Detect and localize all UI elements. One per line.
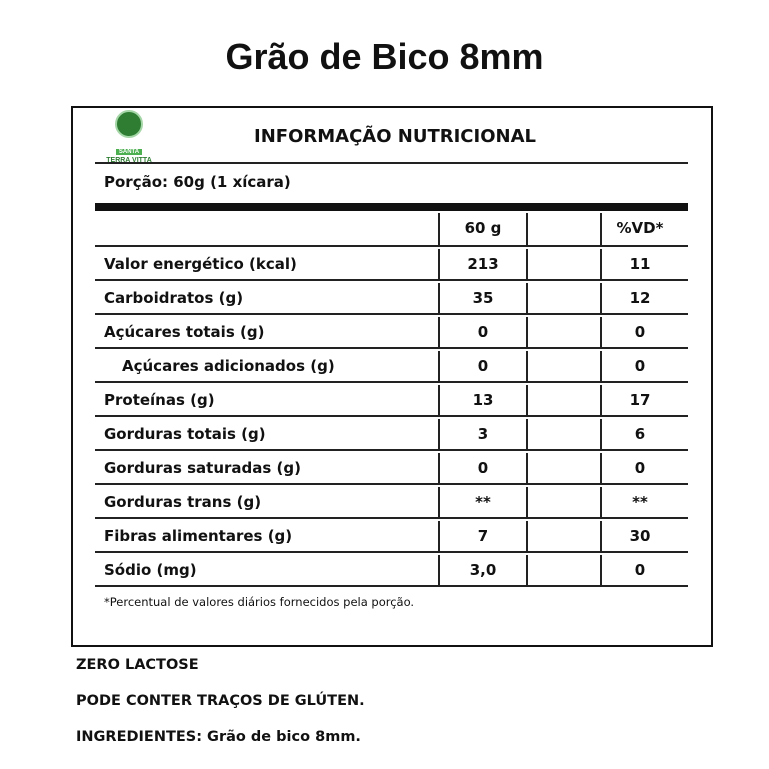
column-line (526, 521, 528, 551)
column-line (526, 351, 528, 381)
column-line (526, 453, 528, 483)
nutrient-name: Fibras alimentares (g) (104, 527, 293, 545)
column-line (526, 213, 528, 245)
thick-divider (95, 203, 688, 211)
note-ingredients: INGREDIENTES: Grão de bico 8mm. (76, 729, 361, 745)
column-line (526, 487, 528, 517)
vd-cell: 0 (634, 459, 646, 477)
vd-cell: 11 (629, 255, 651, 273)
amount-cell: 0 (477, 459, 489, 477)
amount-cell: 0 (477, 357, 489, 375)
column-line (438, 487, 440, 517)
column-line (600, 351, 602, 381)
note-gluten: PODE CONTER TRAÇOS DE GLÚTEN. (76, 693, 365, 709)
column-line (526, 317, 528, 347)
nutrition-label-box (71, 106, 713, 647)
vd-cell: 0 (634, 561, 646, 579)
vd-cell: 30 (629, 527, 651, 545)
table-row: Açúcares totais (g) 0 0 (95, 315, 688, 349)
vd-cell: ** (632, 493, 648, 511)
nutrient-name: Valor energético (kcal) (104, 255, 297, 273)
table-row: Gorduras trans (g) ** ** (95, 485, 688, 519)
column-line (600, 283, 602, 313)
column-line (438, 317, 440, 347)
brand-logo: SANTA TERRA VITTA (104, 110, 154, 164)
nutrient-name: Açúcares totais (g) (104, 323, 265, 341)
column-line (438, 385, 440, 415)
column-line (600, 555, 602, 585)
amount-cell: 35 (472, 289, 494, 307)
column-line (438, 419, 440, 449)
table-row: Açúcares adicionados (g) 0 0 (95, 349, 688, 383)
column-line (600, 213, 602, 245)
table-header-row: 60 g %VD* (95, 211, 688, 247)
column-line (600, 487, 602, 517)
table-row: Valor energético (kcal) 213 11 (95, 247, 688, 281)
amount-cell: 3 (477, 425, 489, 443)
amount-cell: 3,0 (469, 561, 497, 579)
column-line (600, 249, 602, 279)
nutrient-name: Gorduras totais (g) (104, 425, 266, 443)
vd-cell: %VD* (616, 219, 664, 237)
column-line (438, 249, 440, 279)
table-row: Fibras alimentares (g) 7 30 (95, 519, 688, 553)
product-title: Grão de Bico 8mm (225, 36, 544, 77)
column-line (438, 213, 440, 245)
amount-cell: 13 (472, 391, 494, 409)
column-line (526, 385, 528, 415)
column-line (438, 521, 440, 551)
column-line (438, 453, 440, 483)
amount-cell: 7 (477, 527, 489, 545)
amount-cell: 0 (477, 323, 489, 341)
amount-cell: 60 g (464, 219, 502, 237)
nutrient-name: Proteínas (g) (104, 391, 215, 409)
vd-cell: 0 (634, 357, 646, 375)
column-line (600, 317, 602, 347)
table-row: Sódio (mg) 3,0 0 (95, 553, 688, 587)
table-row: Gorduras totais (g) 3 6 (95, 417, 688, 451)
nutrient-name: Sódio (mg) (104, 561, 197, 579)
column-line (438, 555, 440, 585)
table-row: Proteínas (g) 13 17 (95, 383, 688, 417)
vd-cell: 12 (629, 289, 651, 307)
logo-text-top: SANTA (115, 149, 143, 155)
column-line (600, 419, 602, 449)
portion-size: Porção: 60g (1 xícara) (104, 173, 291, 191)
nutrient-name: Açúcares adicionados (g) (122, 357, 335, 375)
label-heading: INFORMAÇÃO NUTRICIONAL (254, 126, 536, 147)
footnote: *Percentual de valores diários fornecido… (104, 595, 415, 609)
column-line (526, 419, 528, 449)
column-line (600, 453, 602, 483)
table-row: Gorduras saturadas (g) 0 0 (95, 451, 688, 485)
nutrient-name: Carboidratos (g) (104, 289, 244, 307)
amount-cell: ** (475, 493, 491, 511)
vd-cell: 6 (634, 425, 646, 443)
note-lactose: ZERO LACTOSE (76, 657, 199, 673)
vd-cell: 17 (629, 391, 651, 409)
amount-cell: 213 (467, 255, 499, 273)
column-line (526, 555, 528, 585)
vd-cell: 0 (634, 323, 646, 341)
logo-text-main: TERRA VITTA (106, 157, 152, 164)
column-line (600, 385, 602, 415)
leaf-icon (115, 110, 143, 138)
column-line (600, 521, 602, 551)
nutrient-name: Gorduras saturadas (g) (104, 459, 301, 477)
divider (95, 162, 688, 164)
column-line (438, 351, 440, 381)
column-line (438, 283, 440, 313)
nutrient-name: Gorduras trans (g) (104, 493, 262, 511)
column-line (526, 283, 528, 313)
column-line (526, 249, 528, 279)
table-row: Carboidratos (g) 35 12 (95, 281, 688, 315)
